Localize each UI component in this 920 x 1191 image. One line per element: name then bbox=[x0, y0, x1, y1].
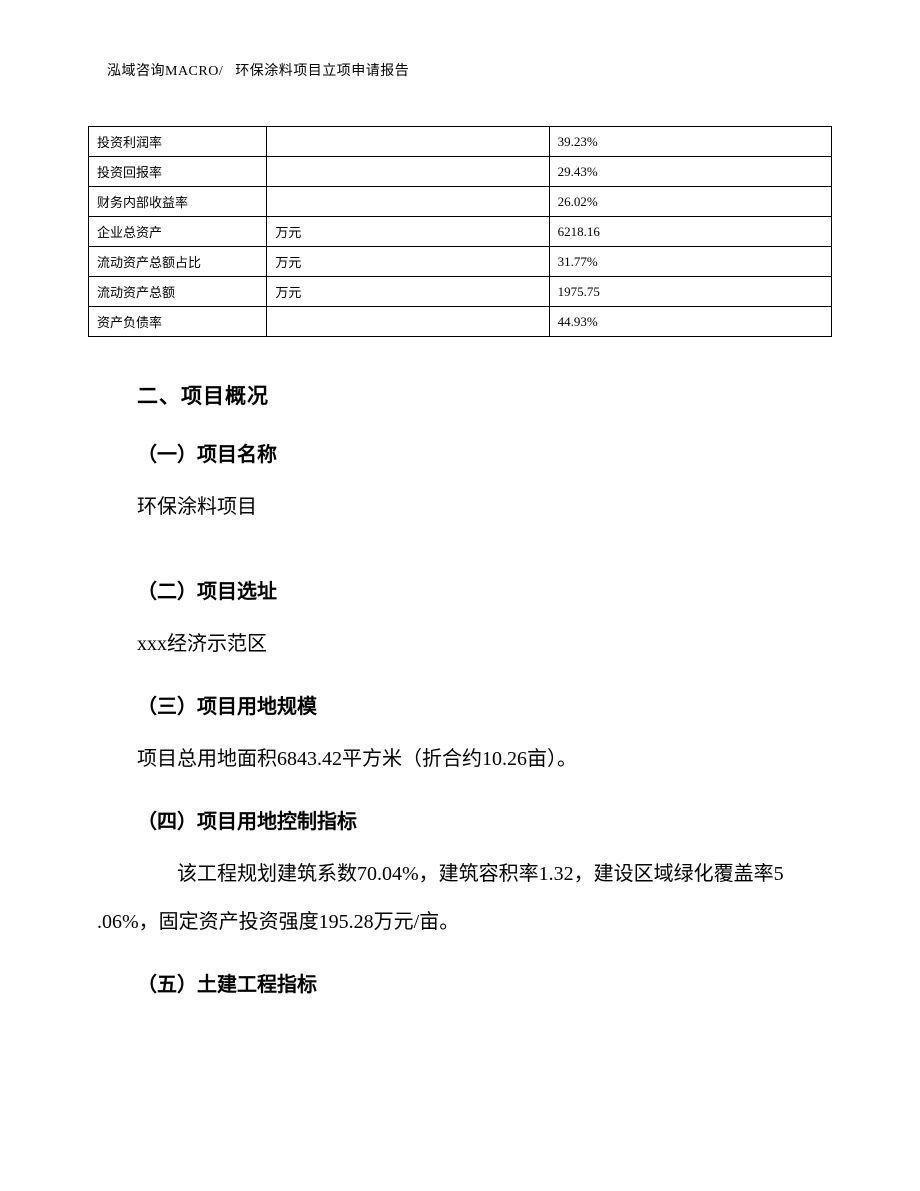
row-value: 6218.16 bbox=[549, 217, 831, 247]
table-row: 资产负债率 44.93% bbox=[89, 307, 832, 337]
row-unit bbox=[267, 127, 549, 157]
body-paragraph: 环保涂料项目 bbox=[137, 487, 797, 527]
subsection-title: （四）项目用地控制指标 bbox=[137, 805, 797, 834]
section-title: 二、项目概况 bbox=[137, 380, 797, 410]
header-left: 泓域咨询MACRO/ bbox=[107, 64, 223, 79]
page-header: 泓域咨询MACRO/ 环保涂料项目立项申请报告 bbox=[107, 60, 409, 80]
row-value: 26.02% bbox=[549, 187, 831, 217]
row-label: 财务内部收益率 bbox=[89, 187, 267, 217]
body-paragraph: xxx经济示范区 bbox=[137, 624, 797, 664]
row-value: 31.77% bbox=[549, 247, 831, 277]
row-label: 流动资产总额占比 bbox=[89, 247, 267, 277]
table-row: 投资利润率 39.23% bbox=[89, 127, 832, 157]
subsection-title: （五）土建工程指标 bbox=[137, 968, 797, 997]
table-row: 企业总资产 万元 6218.16 bbox=[89, 217, 832, 247]
row-unit: 万元 bbox=[267, 247, 549, 277]
row-value: 39.23% bbox=[549, 127, 831, 157]
row-label: 投资利润率 bbox=[89, 127, 267, 157]
document-content: 二、项目概况 （一）项目名称 环保涂料项目 （二）项目选址 xxx经济示范区 （… bbox=[137, 380, 797, 1017]
subsection-title: （二）项目选址 bbox=[137, 575, 797, 604]
body-paragraph: 该工程规划建筑系数70.04%，建筑容积率1.32，建设区域绿化覆盖率5 bbox=[137, 854, 797, 894]
table-row: 流动资产总额占比 万元 31.77% bbox=[89, 247, 832, 277]
row-unit bbox=[267, 157, 549, 187]
body-paragraph: 项目总用地面积6843.42平方米（折合约10.26亩）。 bbox=[137, 739, 797, 779]
subsection-title: （三）项目用地规模 bbox=[137, 690, 797, 719]
row-value: 44.93% bbox=[549, 307, 831, 337]
row-label: 流动资产总额 bbox=[89, 277, 267, 307]
table-row: 流动资产总额 万元 1975.75 bbox=[89, 277, 832, 307]
row-unit: 万元 bbox=[267, 277, 549, 307]
row-label: 企业总资产 bbox=[89, 217, 267, 247]
header-right: 环保涂料项目立项申请报告 bbox=[235, 64, 409, 79]
row-value: 29.43% bbox=[549, 157, 831, 187]
row-unit bbox=[267, 307, 549, 337]
table-row: 财务内部收益率 26.02% bbox=[89, 187, 832, 217]
row-value: 1975.75 bbox=[549, 277, 831, 307]
subsection-title: （一）项目名称 bbox=[137, 438, 797, 467]
row-unit: 万元 bbox=[267, 217, 549, 247]
body-paragraph: .06%，固定资产投资强度195.28万元/亩。 bbox=[97, 902, 797, 942]
table-row: 投资回报率 29.43% bbox=[89, 157, 832, 187]
row-unit bbox=[267, 187, 549, 217]
row-label: 资产负债率 bbox=[89, 307, 267, 337]
financial-table: 投资利润率 39.23% 投资回报率 29.43% 财务内部收益率 26.02%… bbox=[88, 126, 832, 337]
row-label: 投资回报率 bbox=[89, 157, 267, 187]
